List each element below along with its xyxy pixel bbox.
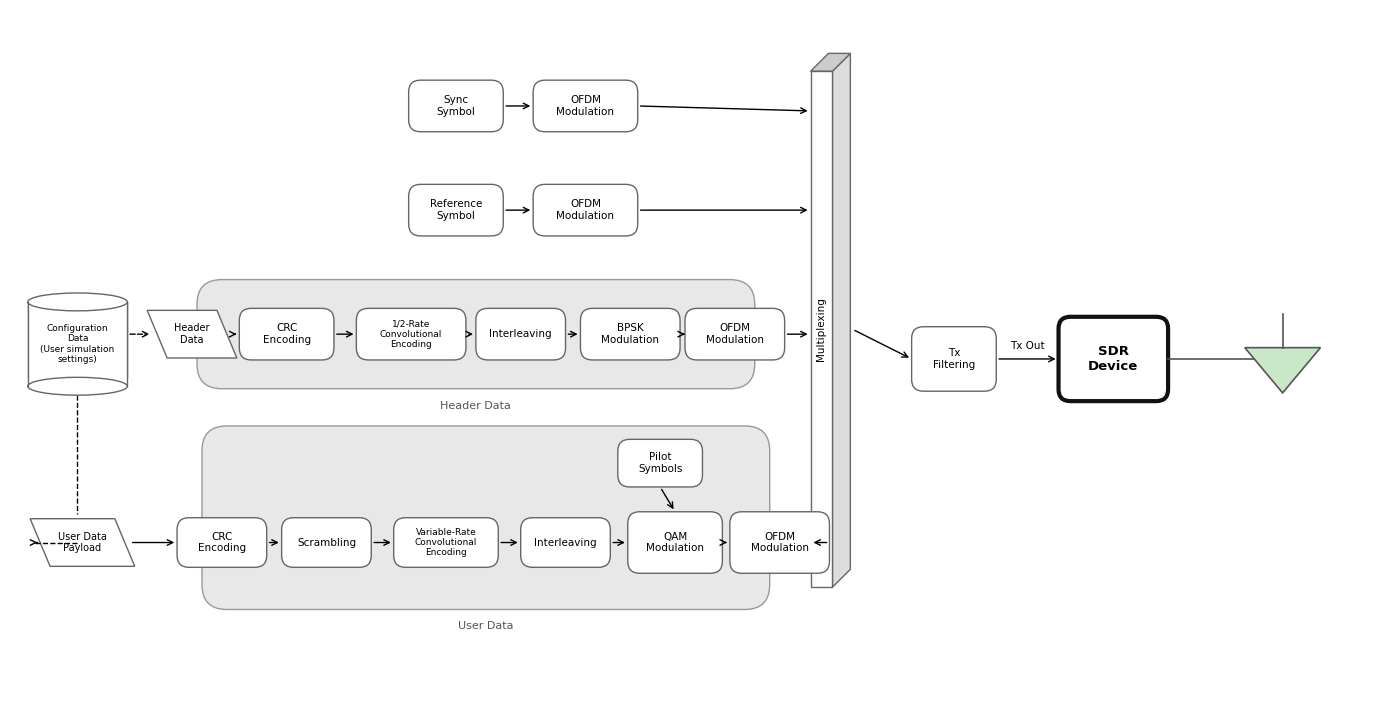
Polygon shape — [31, 519, 135, 566]
FancyBboxPatch shape — [409, 184, 503, 236]
Text: Sync
Symbol: Sync Symbol — [437, 95, 476, 117]
Polygon shape — [810, 53, 850, 71]
FancyBboxPatch shape — [730, 512, 829, 574]
FancyBboxPatch shape — [533, 80, 638, 132]
Ellipse shape — [28, 293, 128, 311]
Text: Interleaving: Interleaving — [534, 537, 596, 547]
FancyBboxPatch shape — [394, 518, 498, 567]
Text: 1/2-Rate
Convolutional
Encoding: 1/2-Rate Convolutional Encoding — [380, 319, 442, 349]
Text: User Data: User Data — [458, 621, 513, 632]
FancyBboxPatch shape — [178, 518, 266, 567]
Text: CRC
Encoding: CRC Encoding — [262, 323, 311, 345]
FancyBboxPatch shape — [282, 518, 372, 567]
Text: User Data
Payload: User Data Payload — [58, 532, 107, 553]
FancyBboxPatch shape — [580, 308, 680, 360]
Polygon shape — [1244, 347, 1320, 393]
FancyBboxPatch shape — [911, 327, 996, 391]
FancyBboxPatch shape — [197, 279, 755, 389]
Ellipse shape — [28, 377, 128, 395]
Text: Header Data: Header Data — [441, 401, 512, 411]
Text: Tx
Filtering: Tx Filtering — [933, 348, 975, 370]
Text: Tx Out: Tx Out — [1010, 341, 1044, 351]
Text: Reference
Symbol: Reference Symbol — [430, 199, 483, 221]
Polygon shape — [147, 311, 237, 358]
Text: Multiplexing: Multiplexing — [817, 297, 827, 361]
FancyBboxPatch shape — [356, 308, 466, 360]
Text: Pilot
Symbols: Pilot Symbols — [638, 452, 682, 474]
Text: Configuration
Data
(User simulation
settings): Configuration Data (User simulation sett… — [40, 324, 115, 364]
Text: Scrambling: Scrambling — [297, 537, 356, 547]
Text: CRC
Encoding: CRC Encoding — [198, 532, 245, 553]
Text: Interleaving: Interleaving — [490, 329, 552, 339]
FancyBboxPatch shape — [628, 512, 723, 574]
Text: OFDM
Modulation: OFDM Modulation — [556, 95, 614, 117]
Text: SDR
Device: SDR Device — [1089, 345, 1139, 373]
FancyBboxPatch shape — [240, 308, 334, 360]
Text: QAM
Modulation: QAM Modulation — [646, 532, 705, 553]
FancyBboxPatch shape — [533, 184, 638, 236]
Text: OFDM
Modulation: OFDM Modulation — [750, 532, 809, 553]
FancyBboxPatch shape — [409, 80, 503, 132]
Text: BPSK
Modulation: BPSK Modulation — [601, 323, 659, 345]
FancyBboxPatch shape — [203, 426, 770, 610]
FancyBboxPatch shape — [520, 518, 610, 567]
FancyBboxPatch shape — [476, 308, 566, 360]
FancyBboxPatch shape — [617, 440, 702, 487]
Text: OFDM
Modulation: OFDM Modulation — [556, 199, 614, 221]
Polygon shape — [810, 71, 832, 587]
Polygon shape — [28, 302, 128, 386]
FancyBboxPatch shape — [1058, 317, 1168, 401]
Text: Header
Data: Header Data — [175, 323, 209, 345]
Polygon shape — [832, 53, 850, 587]
Text: Variable-Rate
Convolutional
Encoding: Variable-Rate Convolutional Encoding — [415, 527, 477, 557]
Text: OFDM
Modulation: OFDM Modulation — [706, 323, 764, 345]
FancyBboxPatch shape — [685, 308, 785, 360]
